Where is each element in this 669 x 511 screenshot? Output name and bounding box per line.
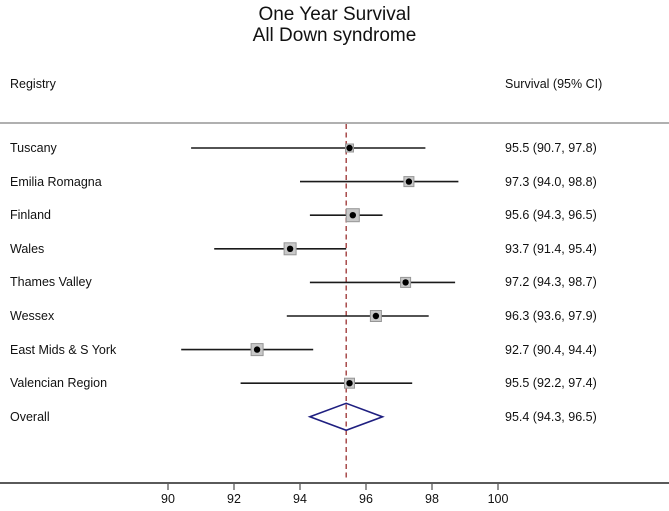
point-marker <box>346 380 353 387</box>
registry-label: Emilia Romagna <box>10 174 102 189</box>
point-marker <box>372 312 380 320</box>
registry-label: Valencian Region <box>10 376 108 391</box>
survival-value: 95.6 (94.3, 96.5) <box>505 208 597 223</box>
overall-label: Overall <box>10 409 50 424</box>
survival-value: 96.3 (93.6, 97.9) <box>505 309 597 323</box>
point-marker <box>346 144 353 152</box>
summary-diamond <box>307 402 385 432</box>
survival-value: 92.7 (90.4, 94.4) <box>505 342 597 357</box>
point-marker <box>286 245 294 252</box>
x-axis-tick-label: 92 <box>227 492 241 506</box>
registry-label: Wessex <box>10 309 55 323</box>
point-marker <box>402 279 409 286</box>
chart-title: One Year Survival All Down syndrome <box>0 4 669 46</box>
x-axis-tick-label: 98 <box>425 492 439 506</box>
registry-label: Wales <box>10 241 45 256</box>
point-marker <box>405 178 413 185</box>
point-marker <box>349 212 356 219</box>
survival-value: 97.3 (94.0, 98.8) <box>505 174 597 189</box>
registry-label: Finland <box>10 208 51 223</box>
column-header-registry: Registry <box>10 77 56 91</box>
registry-label: Thames Valley <box>10 275 92 290</box>
survival-value: 97.2 (94.3, 98.7) <box>505 275 597 290</box>
registry-label: Tuscany <box>10 141 57 155</box>
x-axis-tick-label: 100 <box>488 492 509 506</box>
survival-value: 93.7 (91.4, 95.4) <box>505 241 597 256</box>
registry-label: East Mids & S York <box>10 342 117 357</box>
x-axis-tick-label: 94 <box>293 492 307 506</box>
point-marker <box>253 346 261 353</box>
overall-survival-value: 95.4 (94.3, 96.5) <box>505 409 597 424</box>
chart-title-line2: All Down syndrome <box>252 25 417 46</box>
survival-value: 95.5 (92.2, 97.4) <box>505 376 597 391</box>
x-axis-tick-label: 96 <box>359 492 373 506</box>
x-axis-tick-label: 90 <box>161 492 175 506</box>
header-separator-line <box>0 122 669 124</box>
chart-title-line1: One Year Survival <box>258 4 411 25</box>
survival-value: 95.5 (90.7, 97.8) <box>505 141 597 155</box>
column-header-survival: Survival (95% CI) <box>505 77 603 91</box>
